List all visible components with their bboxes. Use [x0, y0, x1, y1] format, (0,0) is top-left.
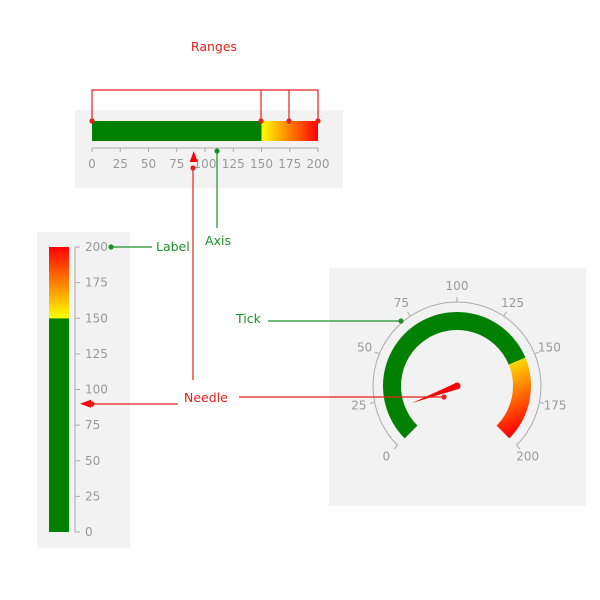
h-tick-label-1: 25	[113, 157, 128, 171]
linear-vertical-gauge: 0 25 50 75 100 125 150 175 200	[49, 240, 108, 539]
h-range-0	[92, 121, 262, 141]
r-range-1	[496, 357, 531, 439]
r-tick-6	[534, 351, 540, 355]
needle-callout-dots	[89, 165, 447, 407]
ranges-callout-bracket	[91, 89, 319, 121]
v-tick-label-1: 25	[85, 489, 100, 503]
tick-callout: Tick	[235, 311, 262, 326]
r-tick-0	[393, 445, 398, 450]
r-tick-5	[503, 311, 507, 317]
v-range-0	[49, 318, 69, 532]
h-tick-label-0: 0	[88, 157, 96, 171]
v-needle	[80, 399, 91, 408]
h-range-1	[261, 121, 318, 141]
r-tick-label-4: 100	[446, 279, 469, 293]
r-tick-label-7: 175	[544, 399, 567, 413]
h-tick-label-3: 75	[169, 157, 184, 171]
r-tick-7	[539, 401, 545, 404]
h-tick-label-5: 125	[222, 157, 245, 171]
v-range-1	[49, 247, 69, 319]
r-tick-label-8: 200	[516, 450, 539, 464]
v-tick-label-8: 200	[85, 240, 108, 254]
v-tick-label-7: 175	[85, 276, 108, 290]
r-needle	[412, 383, 459, 403]
r-tick-label-3: 75	[394, 296, 409, 310]
r-tick-2	[374, 351, 380, 355]
h-tick-label-2: 50	[141, 157, 156, 171]
v-tick-label-5: 125	[85, 347, 108, 361]
needle-callout-lines	[92, 168, 444, 405]
v-tick-label-2: 50	[85, 454, 100, 468]
radial-gauge: 0 25 50 75 100 125 150 175 200	[351, 279, 566, 464]
label-callout: Label	[156, 239, 190, 254]
h-tick-label-6: 150	[250, 157, 273, 171]
ranges-callout-dots	[89, 118, 321, 124]
tick-callout-dot	[398, 318, 404, 324]
r-tick-label-6: 150	[538, 341, 561, 355]
v-tick-label-4: 100	[85, 383, 108, 397]
h-tick-label-8: 200	[307, 157, 330, 171]
v-tick-label-3: 75	[85, 418, 100, 432]
r-tick-label-2: 50	[357, 341, 372, 355]
r-axis-arc	[372, 301, 542, 446]
r-range-0	[382, 311, 526, 439]
r-needle-cap	[453, 382, 461, 390]
needle-callout: Needle	[184, 390, 228, 405]
r-tick-8	[516, 445, 521, 450]
axis-callout-dot	[214, 148, 220, 154]
ranges-callout: Ranges	[191, 39, 237, 54]
r-tick-label-5: 125	[501, 296, 524, 310]
axis-callout: Axis	[205, 233, 231, 248]
h-tick-label-4: 100	[194, 157, 217, 171]
h-tick-label-7: 175	[278, 157, 301, 171]
r-tick-label-1: 25	[351, 399, 366, 413]
linear-horizontal-gauge: 0 25 50 75 100 125 150 175 200	[88, 121, 329, 171]
label-callout-dot	[108, 244, 114, 250]
r-tick-label-0: 0	[382, 450, 390, 464]
r-tick-1	[369, 401, 375, 404]
v-tick-label-6: 150	[85, 311, 108, 325]
v-tick-label-0: 0	[85, 525, 93, 539]
r-tick-3	[407, 311, 411, 317]
h-needle	[189, 151, 198, 162]
